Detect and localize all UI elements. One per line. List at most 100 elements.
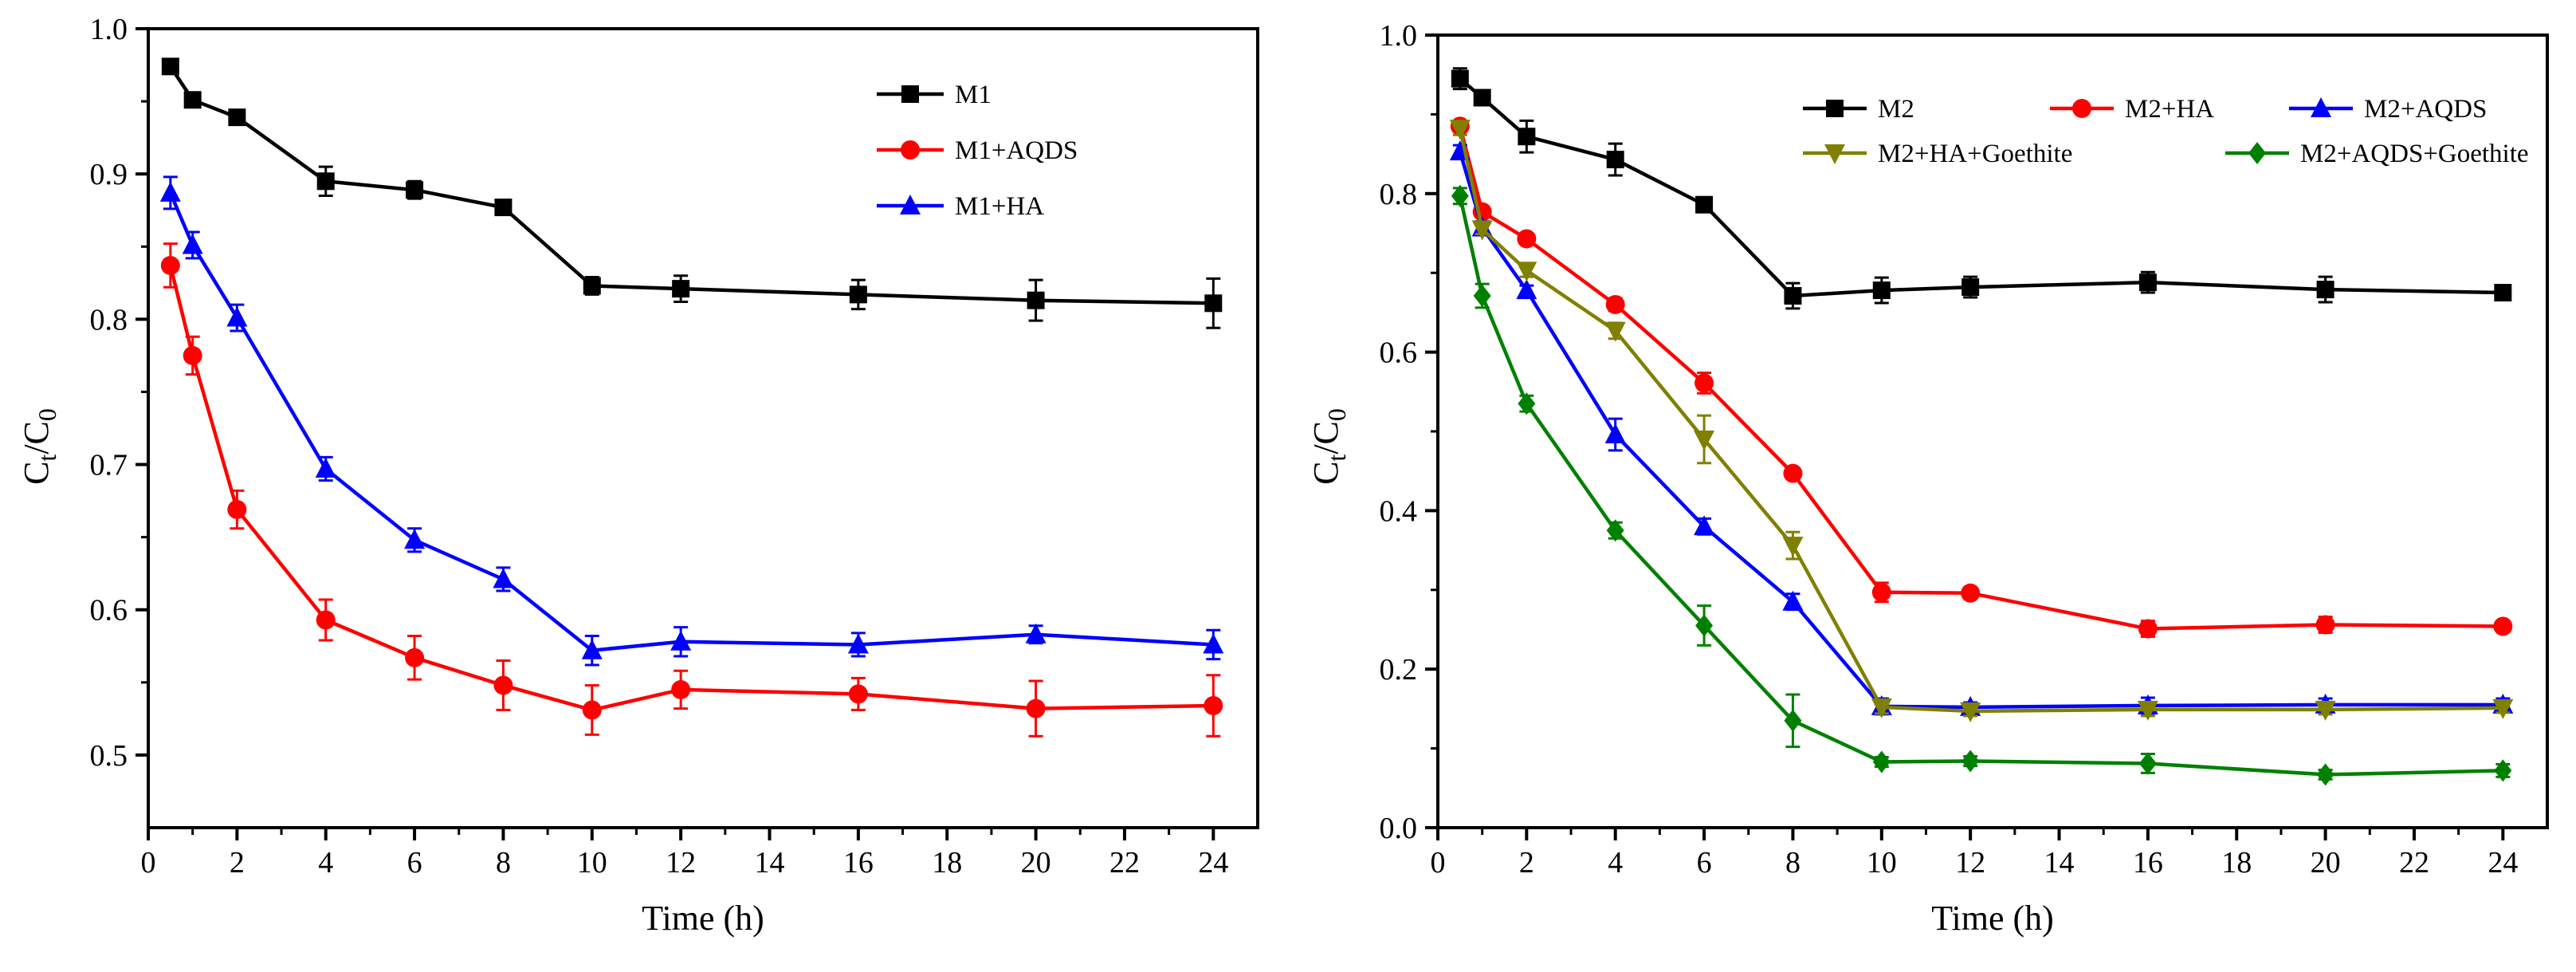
data-point — [1695, 614, 1714, 637]
legend: M2 M2+HA M2+AQDS M2+HA+Goethite M2+AQDS+Goet… — [1803, 95, 2529, 168]
data-point — [1518, 128, 1536, 146]
data-point — [1961, 278, 1980, 297]
legend-label: M2+HA+Goethite — [1878, 140, 2072, 168]
data-point — [2138, 619, 2158, 639]
y-axis-label-part: C — [17, 462, 56, 485]
y-axis-label-part: t — [1322, 455, 1351, 462]
data-point — [494, 199, 512, 217]
legend-label: M1+AQDS — [955, 136, 1078, 165]
data-point — [183, 345, 202, 365]
y-axis-label: Ct/C0 — [1306, 408, 1351, 485]
series-M2+HA — [1450, 116, 2513, 639]
legend-label: M2+AQDS+Goethite — [2300, 140, 2529, 168]
data-point — [404, 529, 426, 549]
x-tick-label: 16 — [2133, 846, 2163, 880]
data-point — [1451, 184, 1469, 207]
data-point — [1473, 285, 1491, 308]
data-point — [2494, 759, 2512, 782]
data-point — [2138, 273, 2157, 292]
x-tick-label: 10 — [1867, 846, 1897, 880]
data-point — [1518, 392, 1536, 415]
y-axis-label-part: C — [1306, 462, 1345, 485]
y-tick-label: 0.6 — [90, 594, 128, 628]
data-point — [1606, 151, 1624, 169]
data-point — [1784, 287, 1802, 305]
data-point — [1606, 519, 1624, 542]
x-tick-label: 20 — [1021, 846, 1051, 880]
y-tick-label: 0.2 — [1380, 653, 1418, 687]
data-point — [2494, 284, 2512, 302]
y-tick-label: 0.6 — [1380, 336, 1418, 370]
series-line-M2 — [1459, 77, 2503, 298]
data-point — [1025, 623, 1046, 643]
data-point — [1604, 321, 1626, 342]
data-point — [161, 57, 179, 76]
legend-marker — [1824, 144, 1845, 164]
x-tick-label: 8 — [1785, 846, 1800, 880]
data-point — [848, 684, 868, 704]
legend-item-M2+AQDS+Goethite: M2+AQDS+Goethite — [2225, 140, 2529, 168]
y-axis-label-part: 0 — [33, 408, 61, 421]
data-point — [1451, 69, 1469, 88]
legend: M1 M1+AQDS M1+HA — [877, 81, 1078, 221]
x-tick-label: 22 — [1109, 846, 1140, 880]
x-tick-label: 2 — [1519, 846, 1534, 880]
y-tick-label: 1.0 — [1380, 19, 1418, 53]
data-point — [849, 285, 867, 304]
data-point — [2492, 699, 2514, 719]
data-point — [316, 610, 336, 630]
data-point — [1961, 583, 1981, 603]
data-point — [1871, 698, 1892, 718]
data-point — [2316, 763, 2334, 786]
y-tick-label: 0.7 — [90, 449, 128, 482]
data-point — [1695, 195, 1714, 214]
data-point — [581, 639, 603, 659]
data-point — [182, 234, 203, 254]
legend-item-M1+HA: M1+HA — [877, 192, 1044, 221]
series-M2+AQDS+Goethite — [1451, 184, 2512, 786]
data-point — [1604, 423, 1626, 443]
data-point — [183, 91, 202, 109]
x-axis-label: Time (h) — [642, 899, 764, 938]
legend-label: M2+AQDS — [2364, 95, 2487, 124]
legend-marker — [2311, 97, 2331, 117]
data-point — [405, 647, 425, 667]
x-tick-label: 18 — [2221, 846, 2252, 880]
x-tick-label: 8 — [496, 846, 511, 880]
data-point — [315, 458, 336, 478]
series-M2 — [1451, 67, 2512, 310]
data-point — [1783, 463, 1803, 483]
legend-label: M1 — [955, 81, 992, 109]
y-tick-label: 0.9 — [90, 158, 128, 191]
series-M2+AQDS — [1449, 140, 2514, 716]
x-tick-label: 12 — [666, 846, 696, 880]
data-point — [493, 568, 514, 588]
x-tick-label: 18 — [932, 846, 962, 880]
legend-item-M2+HA+Goethite: M2+HA+Goethite — [1803, 140, 2072, 168]
data-point — [1784, 709, 1802, 732]
x-tick-label: 14 — [755, 846, 785, 880]
legend-item-M1: M1 — [877, 81, 992, 109]
x-tick-label: 0 — [1431, 846, 1446, 880]
legend-item-M2+HA: M2+HA — [2050, 95, 2214, 124]
y-tick-label: 1.0 — [90, 13, 128, 46]
data-point — [2315, 615, 2335, 635]
x-tick-label: 12 — [1955, 846, 1985, 880]
legend-label: M2 — [1878, 95, 1914, 124]
y-tick-label: 0.4 — [1380, 494, 1418, 528]
x-tick-label: 2 — [230, 846, 245, 880]
data-point — [1027, 291, 1045, 309]
y-axis-label-part: /C — [1306, 421, 1345, 455]
data-point — [1204, 695, 1223, 715]
x-tick-label: 6 — [1697, 846, 1712, 880]
data-point — [1694, 430, 1715, 451]
legend-marker — [1826, 100, 1844, 117]
data-point — [1694, 515, 1715, 536]
data-point — [2493, 616, 2513, 636]
data-point — [847, 633, 869, 654]
data-point — [1961, 750, 1980, 773]
chart-panel-m2: 0 2 4 6 8 10 12 14 16 18 20 22 240.00.20.40.60.81.0T… — [1306, 19, 2549, 938]
y-tick-label: 0.5 — [90, 739, 128, 773]
data-point — [1782, 537, 1804, 557]
